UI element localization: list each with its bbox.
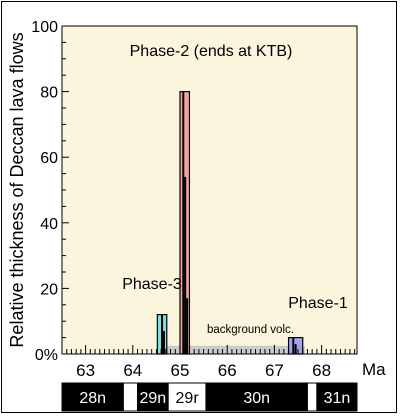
y-axis-label: Relative thickness of Deccan lava flows	[7, 32, 27, 347]
magnetochron-7	[316, 382, 358, 412]
y-tick-label: 80	[40, 85, 58, 102]
plot-area	[62, 26, 357, 354]
magnetochron-6	[306, 382, 318, 412]
phase-1-label: Phase-1	[288, 295, 348, 312]
magnetochron-5	[205, 382, 308, 412]
magnetochron-4	[167, 382, 207, 412]
x-tick-label: 64	[123, 361, 142, 380]
y-tick-label: 60	[40, 150, 58, 167]
x-tick-label: 67	[265, 361, 284, 380]
y-tick-label: 40	[40, 216, 58, 233]
x-tick-label: 68	[312, 361, 331, 380]
x-tick-label: 63	[76, 361, 95, 380]
y-tick-label: 100	[31, 19, 58, 36]
x-tick-label: 65	[171, 361, 190, 380]
x-axis-unit: Ma	[362, 360, 386, 379]
magnetochron-3	[137, 382, 169, 412]
magnetochron-2	[122, 382, 139, 412]
y-tick-label: 20	[40, 281, 58, 298]
x-tick-label: 66	[218, 361, 237, 380]
background-volcanism-label: background volc.	[207, 324, 294, 336]
phase-2-label: Phase-2 (ends at KTB)	[130, 43, 293, 60]
magnetochron-label: 30n	[243, 390, 270, 407]
magnetochron-label: 31n	[324, 390, 351, 407]
magnetochron-label: 29n	[140, 390, 167, 407]
magnetochron-label: 28n	[79, 390, 106, 407]
magnetochron-label: 29r	[176, 390, 200, 407]
phase-3-label: Phase-3	[122, 276, 182, 293]
y-tick-label: 0%	[35, 347, 58, 364]
